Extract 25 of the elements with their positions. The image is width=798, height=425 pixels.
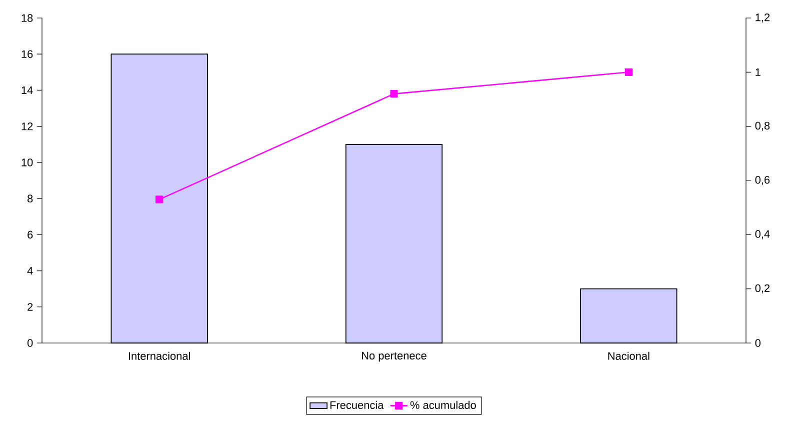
y-tick-label: 6 <box>28 230 33 239</box>
y2-tick-label: 1,2 <box>756 13 770 23</box>
point <box>624 68 633 76</box>
y2-tick-label: 0,4 <box>755 230 770 240</box>
y2-tick-label: 0,8 <box>755 122 770 131</box>
y-tick-label: 4 <box>27 267 33 275</box>
legend-label: % acumulado <box>410 400 476 409</box>
x-tick-label: Internacional <box>128 352 190 360</box>
y-tick-label: 8 <box>28 194 33 202</box>
x-tick-label: No pertenece <box>362 352 426 362</box>
y2-tick-label: 0,6 <box>755 176 770 186</box>
y2-tick-label: 0,2 <box>755 284 770 294</box>
y2-tick-label: 1 <box>756 68 760 76</box>
y-tick-label: 14 <box>22 86 33 94</box>
y-tick-label: 18 <box>22 14 33 22</box>
point <box>390 90 398 98</box>
y-tick-label: 0 <box>27 339 33 347</box>
y-tick-label: 2 <box>28 303 33 311</box>
y-tick-label: 10 <box>22 158 33 166</box>
x-tick-label: Nacional <box>608 352 650 360</box>
y-tick-label: 16 <box>22 50 33 58</box>
legend-label: Frecuencia <box>330 400 384 409</box>
y2-tick-label: 0 <box>755 339 761 347</box>
y-tick-label: 12 <box>22 122 33 130</box>
point <box>156 196 164 204</box>
